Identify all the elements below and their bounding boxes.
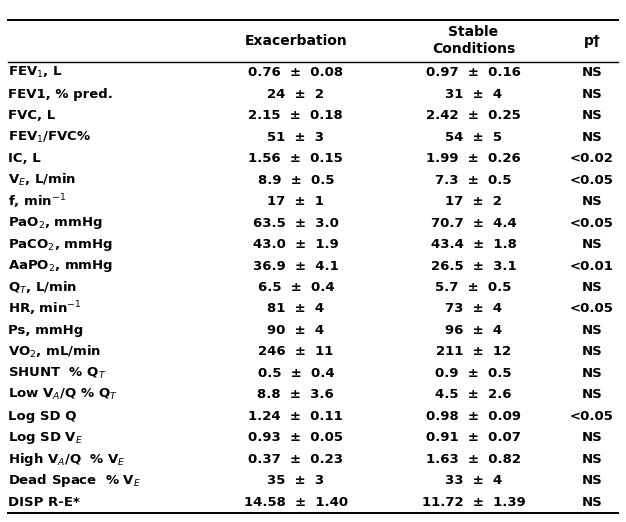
Text: 0.93  ±  0.05: 0.93 ± 0.05 <box>249 431 344 444</box>
Text: <0.01: <0.01 <box>570 259 614 272</box>
Text: NS: NS <box>582 66 602 79</box>
Text: 36.9  ±  4.1: 36.9 ± 4.1 <box>253 259 339 272</box>
Text: NS: NS <box>582 495 602 508</box>
Text: NS: NS <box>582 238 602 251</box>
Text: 70.7  ±  4.4: 70.7 ± 4.4 <box>431 217 516 230</box>
Text: 26.5  ±  3.1: 26.5 ± 3.1 <box>431 259 516 272</box>
Text: 11.72  ±  1.39: 11.72 ± 1.39 <box>421 495 525 508</box>
Text: 51  ±  3: 51 ± 3 <box>267 130 324 144</box>
Text: 7.3  ±  0.5: 7.3 ± 0.5 <box>435 174 511 187</box>
Text: NS: NS <box>582 388 602 401</box>
Text: 8.8  ±  3.6: 8.8 ± 3.6 <box>257 388 334 401</box>
Text: p†: p† <box>583 34 600 48</box>
Text: 0.98  ±  0.09: 0.98 ± 0.09 <box>426 410 521 423</box>
Text: NS: NS <box>582 195 602 208</box>
Text: 0.97  ±  0.16: 0.97 ± 0.16 <box>426 66 521 79</box>
Text: NS: NS <box>582 324 602 337</box>
Text: 14.58  ±  1.40: 14.58 ± 1.40 <box>244 495 348 508</box>
Text: 43.4  ±  1.8: 43.4 ± 1.8 <box>431 238 516 251</box>
Text: Q$_T$, L/min: Q$_T$, L/min <box>8 279 76 295</box>
Text: SHUNT  % Q$_T$: SHUNT % Q$_T$ <box>8 366 106 381</box>
Text: Exacerbation: Exacerbation <box>245 34 347 48</box>
Text: Log SD V$_E$: Log SD V$_E$ <box>8 430 83 446</box>
Text: 1.99  ±  0.26: 1.99 ± 0.26 <box>426 152 521 165</box>
Text: FEV$_1$/FVC%: FEV$_1$/FVC% <box>8 129 91 145</box>
Text: NS: NS <box>582 88 602 101</box>
Text: Log SD Q: Log SD Q <box>8 410 76 423</box>
Text: 43.0  ±  1.9: 43.0 ± 1.9 <box>253 238 339 251</box>
Text: 0.5  ±  0.4: 0.5 ± 0.4 <box>257 367 334 380</box>
Text: <0.05: <0.05 <box>570 217 614 230</box>
Text: 2.42  ±  0.25: 2.42 ± 0.25 <box>426 109 521 122</box>
Text: <0.02: <0.02 <box>570 152 614 165</box>
Text: Stable
Conditions: Stable Conditions <box>432 25 515 56</box>
Text: High V$_A$/Q  % V$_E$: High V$_A$/Q % V$_E$ <box>8 450 125 468</box>
Text: AaPO$_2$, mmHg: AaPO$_2$, mmHg <box>8 258 113 274</box>
Text: 6.5  ±  0.4: 6.5 ± 0.4 <box>257 281 334 294</box>
Text: PaCO$_2$, mmHg: PaCO$_2$, mmHg <box>8 236 112 253</box>
Text: 17  ±  1: 17 ± 1 <box>267 195 324 208</box>
Text: 4.5  ±  2.6: 4.5 ± 2.6 <box>435 388 511 401</box>
Text: 63.5  ±  3.0: 63.5 ± 3.0 <box>253 217 339 230</box>
Text: NS: NS <box>582 474 602 487</box>
Text: <0.05: <0.05 <box>570 174 614 187</box>
Text: 35  ±  3: 35 ± 3 <box>267 474 324 487</box>
Text: FEV$_1$, L: FEV$_1$, L <box>8 65 62 80</box>
Text: 17  ±  2: 17 ± 2 <box>445 195 502 208</box>
Text: Ps, mmHg: Ps, mmHg <box>8 324 83 337</box>
Text: 0.9  ±  0.5: 0.9 ± 0.5 <box>435 367 511 380</box>
Text: DISP R-E*: DISP R-E* <box>8 495 80 508</box>
Text: 211  ±  12: 211 ± 12 <box>436 346 511 359</box>
Text: 73  ±  4: 73 ± 4 <box>445 302 502 315</box>
Text: 31  ±  4: 31 ± 4 <box>445 88 502 101</box>
Text: NS: NS <box>582 453 602 466</box>
Text: FEV1, % pred.: FEV1, % pred. <box>8 88 113 101</box>
Text: NS: NS <box>582 109 602 122</box>
Text: V$_E$, L/min: V$_E$, L/min <box>8 172 76 188</box>
Text: PaO$_2$, mmHg: PaO$_2$, mmHg <box>8 215 103 231</box>
Text: 2.15  ±  0.18: 2.15 ± 0.18 <box>249 109 343 122</box>
Text: NS: NS <box>582 367 602 380</box>
Text: f, min$^{-1}$: f, min$^{-1}$ <box>8 192 66 211</box>
Text: VO$_2$, mL/min: VO$_2$, mL/min <box>8 344 101 360</box>
Text: Low V$_A$/Q % Q$_T$: Low V$_A$/Q % Q$_T$ <box>8 387 117 402</box>
Text: 33  ±  4: 33 ± 4 <box>445 474 502 487</box>
Text: FVC, L: FVC, L <box>8 109 55 122</box>
Text: 1.56  ±  0.15: 1.56 ± 0.15 <box>249 152 343 165</box>
Text: 8.9  ±  0.5: 8.9 ± 0.5 <box>258 174 334 187</box>
Text: NS: NS <box>582 431 602 444</box>
Text: 0.91  ±  0.07: 0.91 ± 0.07 <box>426 431 521 444</box>
Text: 0.76  ±  0.08: 0.76 ± 0.08 <box>249 66 344 79</box>
Text: NS: NS <box>582 346 602 359</box>
Text: 246  ±  11: 246 ± 11 <box>258 346 334 359</box>
Text: 24  ±  2: 24 ± 2 <box>267 88 324 101</box>
Text: HR, min$^{-1}$: HR, min$^{-1}$ <box>8 300 81 318</box>
Text: <0.05: <0.05 <box>570 410 614 423</box>
Text: IC, L: IC, L <box>8 152 40 165</box>
Text: NS: NS <box>582 130 602 144</box>
Text: 81  ±  4: 81 ± 4 <box>267 302 324 315</box>
Text: 54  ±  5: 54 ± 5 <box>445 130 502 144</box>
Text: 1.24  ±  0.11: 1.24 ± 0.11 <box>249 410 343 423</box>
Text: NS: NS <box>582 281 602 294</box>
Text: Dead Space  % V$_E$: Dead Space % V$_E$ <box>8 472 141 489</box>
Text: 5.7  ±  0.5: 5.7 ± 0.5 <box>435 281 511 294</box>
Text: 90  ±  4: 90 ± 4 <box>267 324 324 337</box>
Text: 96  ±  4: 96 ± 4 <box>445 324 502 337</box>
Text: <0.05: <0.05 <box>570 302 614 315</box>
Text: 1.63  ±  0.82: 1.63 ± 0.82 <box>426 453 521 466</box>
Text: 0.37  ±  0.23: 0.37 ± 0.23 <box>249 453 344 466</box>
